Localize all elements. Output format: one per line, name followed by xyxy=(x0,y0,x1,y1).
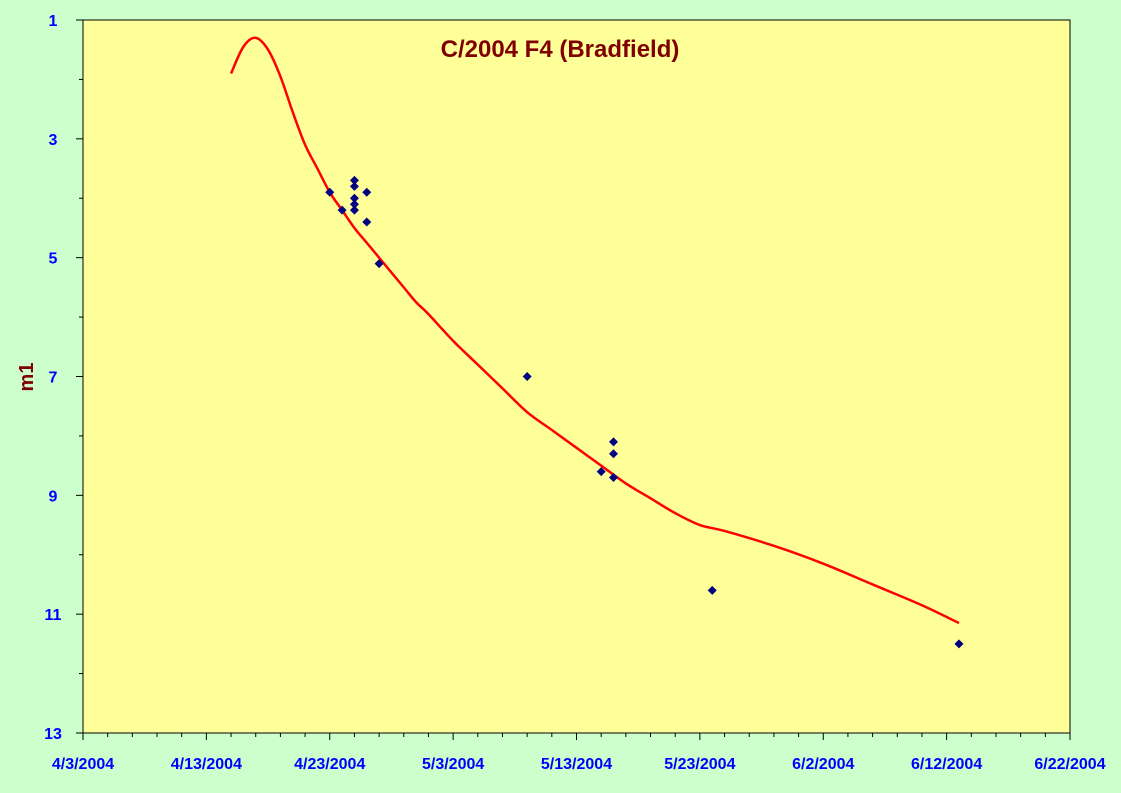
chart-title: C/2004 F4 (Bradfield) xyxy=(441,36,680,63)
x-tick-label: 6/12/2004 xyxy=(911,756,982,773)
y-tick-label: 11 xyxy=(45,607,62,624)
y-axis-title: m1 xyxy=(16,363,38,392)
data-point xyxy=(349,193,359,203)
data-point xyxy=(596,467,606,477)
data-point xyxy=(337,205,347,215)
data-point xyxy=(362,187,372,197)
data-point xyxy=(609,473,619,483)
data-point xyxy=(349,181,359,191)
data-point xyxy=(609,437,619,447)
x-tick-label: 4/13/2004 xyxy=(171,756,242,773)
x-tick-label: 5/23/2004 xyxy=(664,756,735,773)
data-point xyxy=(374,259,384,269)
data-point xyxy=(609,449,619,459)
data-point xyxy=(349,205,359,215)
x-tick-label: 6/2/2004 xyxy=(792,756,854,773)
x-tick-label: 5/13/2004 xyxy=(541,756,612,773)
y-tick-label: 13 xyxy=(44,726,62,743)
data-point xyxy=(362,217,372,227)
x-tick-label: 4/3/2004 xyxy=(52,756,114,773)
y-tick-label: 7 xyxy=(49,370,58,387)
data-point xyxy=(707,585,717,595)
y-tick-label: 1 xyxy=(49,13,58,30)
y-tick-label: 9 xyxy=(49,488,58,505)
x-tick-label: 4/23/2004 xyxy=(294,756,365,773)
data-point xyxy=(522,372,532,381)
x-tick-label: 5/3/2004 xyxy=(422,756,484,773)
x-tick-label: 6/22/2004 xyxy=(1034,756,1105,773)
axes-layer: 4/3/2004 4/13/2004 4/23/2004 5/3/2004 5/13/2… xyxy=(44,13,1106,773)
data-point xyxy=(349,175,359,185)
fit-curve-layer xyxy=(229,36,960,625)
fit-curve xyxy=(229,36,960,625)
data-point xyxy=(954,639,964,649)
y-tick-label: 5 xyxy=(49,251,58,268)
data-point xyxy=(325,187,335,197)
data-point xyxy=(349,199,359,209)
observation-points-layer xyxy=(325,175,964,649)
y-tick-label: 3 xyxy=(49,132,58,149)
plot-area xyxy=(82,19,1071,734)
